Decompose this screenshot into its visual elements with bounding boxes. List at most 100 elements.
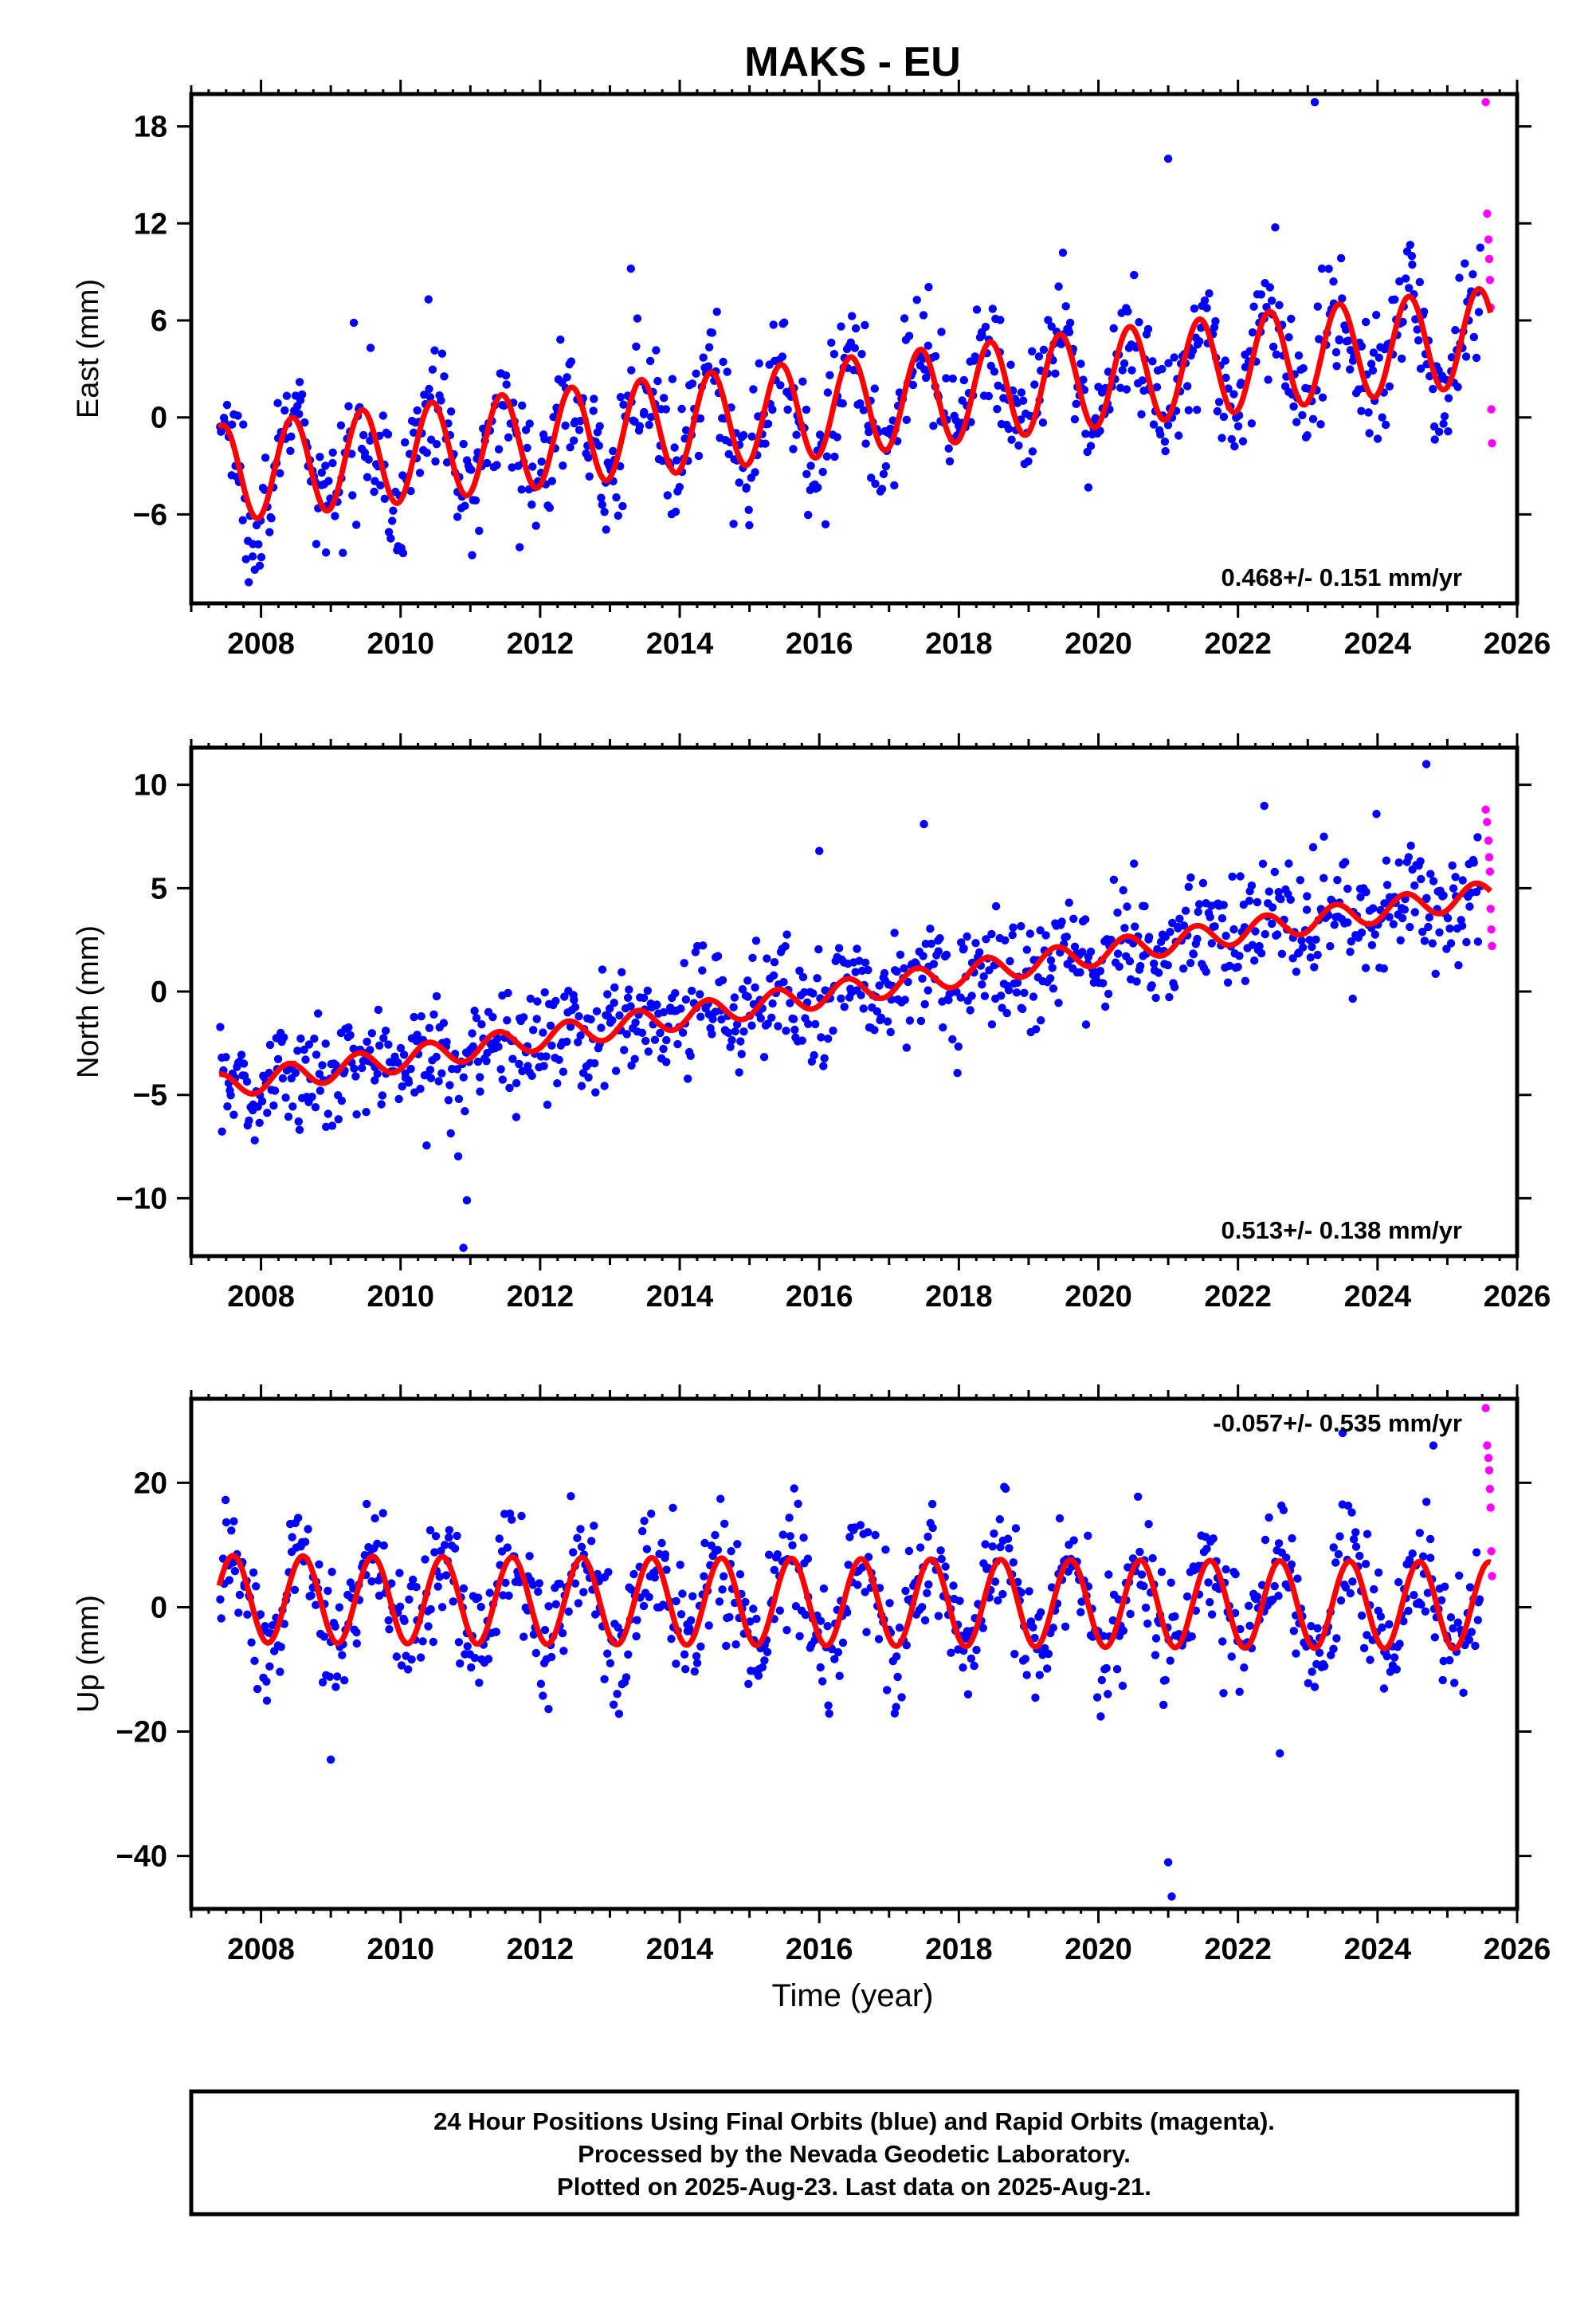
y-tick-label: 0: [151, 402, 167, 435]
final-orbit-point: [738, 985, 747, 994]
final-orbit-point: [1443, 913, 1453, 923]
final-orbit-point: [696, 1642, 705, 1651]
final-orbit-point: [444, 1096, 453, 1105]
final-orbit-point: [1270, 1581, 1279, 1591]
final-orbit-outlier: [626, 264, 635, 273]
final-orbit-point: [739, 1027, 748, 1036]
final-orbit-point: [424, 1622, 433, 1631]
final-orbit-point: [671, 988, 680, 998]
final-orbit-point: [645, 356, 655, 366]
final-orbit-point: [631, 1018, 640, 1027]
final-orbit-point: [1357, 342, 1367, 351]
y-axis-label: Up (mm): [72, 1595, 105, 1713]
final-orbit-point: [1211, 316, 1220, 326]
final-orbit-point: [1104, 1690, 1112, 1698]
final-orbit-point: [248, 552, 257, 561]
final-orbit-point: [409, 1575, 418, 1585]
final-orbit-point: [837, 994, 845, 1003]
final-orbit-point: [338, 1651, 347, 1659]
final-orbit-point: [1406, 922, 1414, 932]
final-orbit-point: [543, 1100, 552, 1109]
final-orbit-point: [261, 454, 270, 462]
final-orbit-point: [1119, 1626, 1128, 1636]
final-orbit-point: [429, 1010, 438, 1019]
final-orbit-point: [972, 305, 982, 314]
final-orbit-point: [1366, 1655, 1374, 1664]
final-orbit-point: [295, 1125, 304, 1134]
final-orbit-point: [824, 1035, 833, 1043]
final-orbit-point: [825, 371, 834, 379]
final-orbit-point: [473, 1057, 483, 1066]
x-tick-label: 2008: [227, 627, 295, 661]
final-orbit-point: [823, 388, 833, 397]
final-orbit-outlier: [424, 295, 433, 304]
final-orbit-point: [939, 1023, 947, 1032]
final-orbit-point: [432, 1052, 441, 1062]
final-orbit-point: [1076, 968, 1084, 977]
final-orbit-point: [218, 1127, 226, 1136]
final-orbit-point: [216, 1023, 225, 1031]
final-orbit-point: [769, 320, 778, 329]
final-orbit-point: [591, 1088, 600, 1097]
final-orbit-point: [504, 1591, 513, 1600]
final-orbit-point: [1135, 318, 1143, 327]
final-orbit-point: [1469, 858, 1478, 867]
final-orbit-point: [1346, 365, 1355, 374]
final-orbit-point: [371, 1076, 379, 1085]
final-orbit-point: [1188, 346, 1198, 355]
final-orbit-point: [1231, 1569, 1240, 1579]
final-orbit-point: [1268, 919, 1276, 929]
final-orbit-point: [468, 551, 476, 560]
final-orbit-point: [1347, 937, 1356, 946]
rapid-orbit-point: [1481, 97, 1490, 107]
final-orbit-point: [512, 1078, 521, 1088]
final-orbit-point: [978, 980, 986, 989]
final-orbit-point: [1402, 274, 1410, 283]
final-orbit-point: [1170, 353, 1178, 362]
final-orbit-point: [1426, 1553, 1435, 1562]
final-orbit-point: [879, 469, 888, 478]
final-orbit-point: [559, 461, 567, 470]
final-orbit-point: [230, 1567, 240, 1576]
final-orbit-point: [584, 454, 593, 462]
final-orbit-point: [261, 1622, 269, 1631]
final-orbit-point: [1458, 876, 1467, 885]
final-orbit-point: [242, 1077, 252, 1086]
final-orbit-point: [773, 1550, 782, 1559]
final-orbit-point: [1078, 948, 1087, 956]
final-orbit-point: [526, 994, 535, 1003]
final-orbit-point: [1417, 874, 1425, 884]
final-orbit-point: [798, 1036, 806, 1045]
final-orbit-point: [1382, 420, 1390, 430]
x-tick-label: 2024: [1344, 627, 1412, 661]
final-orbit-point: [643, 986, 652, 995]
y-tick-label: 20: [134, 1467, 167, 1500]
final-orbit-point: [720, 1572, 728, 1581]
final-orbit-point: [1072, 399, 1080, 408]
final-orbit-point: [227, 1526, 236, 1535]
final-orbit-point: [1005, 1544, 1014, 1553]
rapid-orbit-point: [1485, 1484, 1495, 1494]
final-orbit-point: [1139, 1581, 1148, 1591]
final-orbit-point: [1206, 1598, 1214, 1607]
final-orbit-point: [1010, 1650, 1019, 1659]
final-orbit-point: [337, 1096, 347, 1105]
final-orbit-point: [574, 1011, 583, 1021]
final-orbit-point: [744, 505, 753, 514]
final-orbit-point: [810, 1050, 818, 1060]
final-orbit-point: [1221, 356, 1230, 365]
final-orbit-point: [533, 997, 542, 1006]
final-orbit-point: [586, 1015, 595, 1024]
final-orbit-point: [1438, 1675, 1447, 1685]
final-orbit-point: [608, 1016, 617, 1025]
final-orbit-point: [829, 350, 839, 359]
x-tick-label: 2008: [227, 1280, 295, 1314]
final-orbit-point: [620, 1046, 629, 1054]
final-orbit-point: [1061, 302, 1070, 311]
final-orbit-point: [576, 1525, 585, 1533]
final-orbit-point: [1028, 347, 1037, 355]
final-orbit-point: [432, 440, 441, 449]
final-orbit-point: [996, 316, 1005, 324]
rapid-orbit-point: [1484, 1453, 1493, 1463]
final-orbit-point: [252, 1582, 261, 1591]
